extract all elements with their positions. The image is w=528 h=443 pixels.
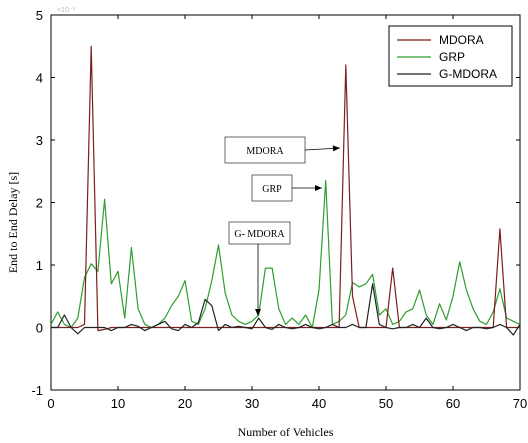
annotation-3: G- MDORA	[228, 221, 291, 316]
annotation-arrowhead	[255, 309, 261, 316]
legend-label: G-MDORA	[439, 67, 497, 81]
annotation-layer: MDORA GRP G- MDORA	[224, 136, 341, 316]
x-tick-label: 10	[111, 396, 125, 411]
annotation-1: MDORA	[224, 136, 341, 164]
x-tick-label: 60	[446, 396, 460, 411]
series-line-g-mdora	[51, 283, 521, 336]
legend: MDORA GRP G-MDORA	[388, 25, 513, 87]
x-tick-label: 0	[47, 396, 54, 411]
x-axis-title: Number of Vehicles	[238, 425, 334, 439]
y-tick-label: 4	[36, 71, 43, 86]
legend-label: MDORA	[439, 33, 484, 47]
y-tick-label: 1	[36, 258, 43, 273]
legend-label: GRP	[439, 50, 465, 64]
series-line-grp	[50, 180, 521, 329]
annotation-box	[224, 136, 306, 164]
annotation-arrowhead	[315, 185, 322, 191]
tick-layer: 0 10 20 30 40 50 60 70 -1 0 1 2 3 4 5	[31, 8, 527, 411]
series-layer	[50, 45, 521, 336]
annotation-arrowhead	[332, 145, 340, 152]
exponent-label: ×10⁻³	[57, 7, 76, 14]
y-axis-title: End to End Delay [s]	[6, 172, 20, 273]
y-tick-label: 5	[36, 8, 43, 23]
y-tick-label: 3	[36, 133, 43, 148]
x-tick-label: 70	[513, 396, 527, 411]
legend-box	[388, 25, 513, 87]
x-tick-label: 30	[245, 396, 259, 411]
annotation-label: GRP	[262, 184, 282, 195]
legend-item-grp: GRP	[397, 50, 465, 64]
legend-item-mdora: MDORA	[397, 33, 484, 47]
x-tick-label: 20	[178, 396, 192, 411]
annotation-2: GRP	[251, 174, 322, 202]
x-tick-label: 50	[379, 396, 393, 411]
annotation-box	[228, 221, 291, 245]
annotation-label: G- MDORA	[234, 229, 285, 240]
annotation-box	[251, 174, 293, 202]
annotation-label: MDORA	[246, 146, 284, 157]
x-tick-label: 40	[312, 396, 326, 411]
y-tick-label: -1	[31, 383, 43, 398]
y-tick-label: 2	[36, 196, 43, 211]
y-tick-label: 0	[36, 321, 43, 336]
legend-item-g-mdora: G-MDORA	[397, 67, 497, 81]
